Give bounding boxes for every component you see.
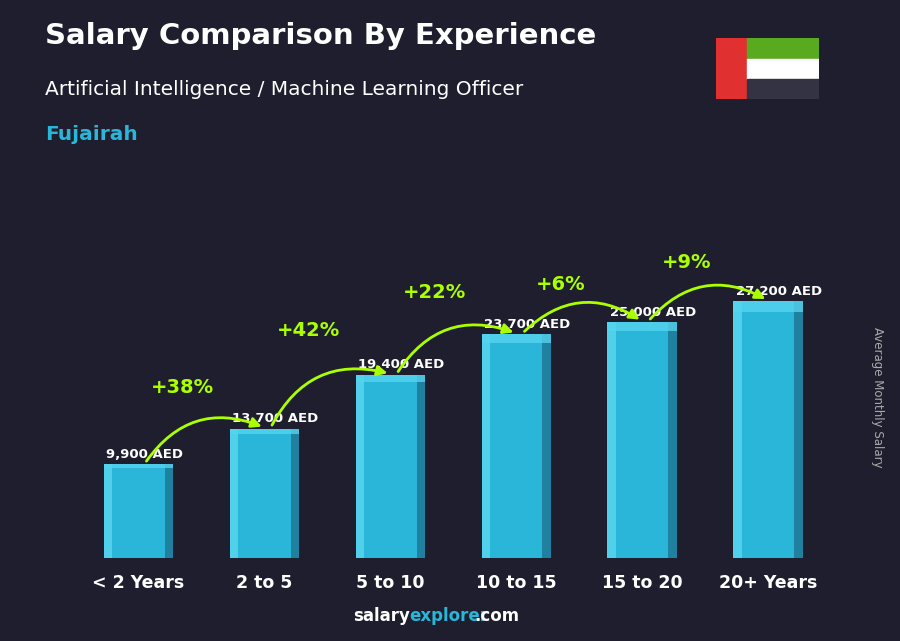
Text: +9%: +9%	[662, 253, 711, 272]
FancyBboxPatch shape	[104, 464, 173, 468]
Text: +6%: +6%	[536, 275, 585, 294]
FancyBboxPatch shape	[356, 375, 364, 558]
Text: 25,000 AED: 25,000 AED	[610, 306, 697, 319]
FancyBboxPatch shape	[734, 301, 803, 558]
FancyBboxPatch shape	[608, 322, 677, 331]
Text: 13,700 AED: 13,700 AED	[232, 412, 319, 425]
FancyBboxPatch shape	[608, 322, 616, 558]
FancyBboxPatch shape	[482, 334, 551, 343]
Text: +22%: +22%	[402, 283, 466, 302]
FancyBboxPatch shape	[356, 375, 425, 558]
FancyBboxPatch shape	[543, 334, 551, 558]
Text: salary: salary	[353, 607, 410, 625]
FancyBboxPatch shape	[734, 301, 803, 312]
FancyBboxPatch shape	[165, 464, 173, 558]
Text: 9,900 AED: 9,900 AED	[106, 448, 184, 461]
Text: Average Monthly Salary: Average Monthly Salary	[871, 327, 884, 468]
FancyBboxPatch shape	[230, 429, 299, 434]
Text: 27,200 AED: 27,200 AED	[736, 285, 822, 298]
FancyBboxPatch shape	[795, 301, 803, 558]
Text: 19,400 AED: 19,400 AED	[358, 358, 445, 372]
FancyBboxPatch shape	[356, 375, 425, 382]
Text: Fujairah: Fujairah	[45, 125, 138, 144]
FancyBboxPatch shape	[734, 301, 742, 558]
Text: .com: .com	[474, 607, 519, 625]
Text: +42%: +42%	[277, 321, 340, 340]
FancyBboxPatch shape	[669, 322, 677, 558]
FancyBboxPatch shape	[230, 429, 238, 558]
Bar	[746, 59, 819, 79]
FancyBboxPatch shape	[608, 322, 677, 558]
Bar	[746, 38, 819, 59]
FancyBboxPatch shape	[104, 464, 173, 558]
FancyBboxPatch shape	[417, 375, 425, 558]
Bar	[746, 79, 819, 99]
Text: Artificial Intelligence / Machine Learning Officer: Artificial Intelligence / Machine Learni…	[45, 80, 523, 99]
FancyBboxPatch shape	[482, 334, 551, 558]
Bar	[716, 38, 746, 99]
FancyBboxPatch shape	[482, 334, 490, 558]
Text: Salary Comparison By Experience: Salary Comparison By Experience	[45, 22, 596, 51]
FancyBboxPatch shape	[104, 464, 112, 558]
Text: +38%: +38%	[151, 378, 214, 397]
FancyBboxPatch shape	[230, 429, 299, 558]
Text: explorer: explorer	[410, 607, 489, 625]
FancyBboxPatch shape	[291, 429, 299, 558]
Text: 23,700 AED: 23,700 AED	[484, 318, 571, 331]
